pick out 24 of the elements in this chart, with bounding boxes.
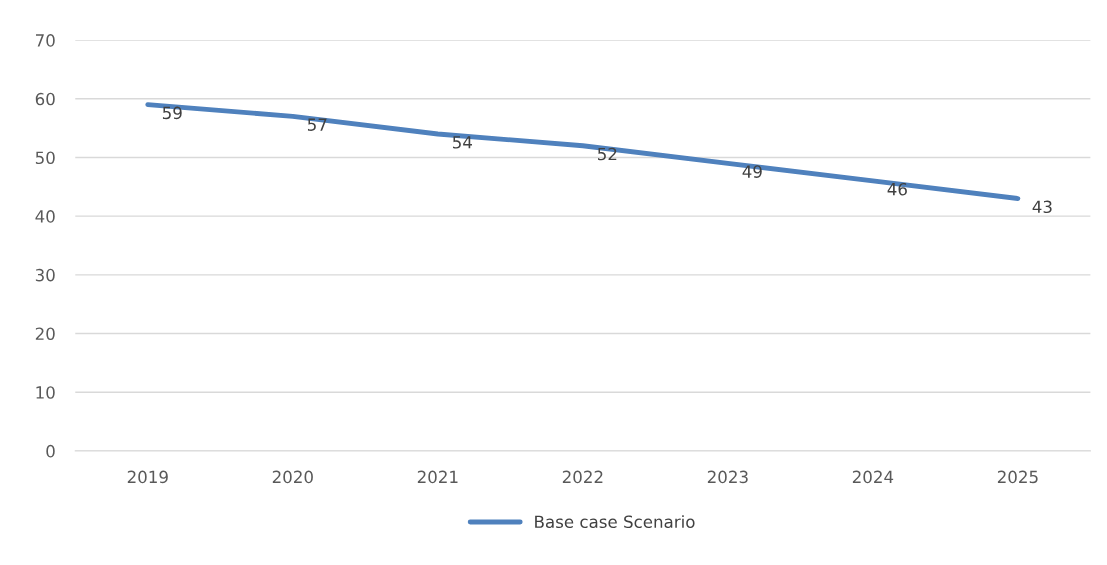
- data-label: 52: [598, 147, 617, 161]
- y-tick-label: 60: [35, 92, 55, 106]
- y-tick-label: 70: [35, 34, 55, 47]
- y-tick-label: 40: [35, 210, 55, 223]
- x-tick-label: 2023: [707, 470, 748, 484]
- legend-label: Base case Scenario: [535, 515, 695, 529]
- x-tick-label: 2024: [852, 470, 894, 484]
- data-label: 43: [1032, 200, 1052, 214]
- y-tick-label: 20: [35, 327, 55, 341]
- x-tick-label: 2025: [997, 470, 1038, 484]
- x-tick-label: 2021: [417, 470, 458, 484]
- y-tick-label: 50: [35, 151, 55, 165]
- data-label: 54: [452, 136, 472, 149]
- data-label: 49: [742, 165, 762, 178]
- x-tick-label: 2022: [562, 470, 603, 484]
- data-label: 59: [162, 106, 182, 120]
- data-label: 57: [307, 118, 327, 131]
- y-tick-label: 0: [46, 444, 55, 458]
- y-tick-label: 10: [36, 386, 55, 399]
- y-tick-label: 30: [35, 268, 55, 282]
- line-series: [145, 102, 1021, 201]
- x-tick-label: 2019: [127, 470, 168, 484]
- data-label: 46: [887, 182, 907, 196]
- x-tick-label: 2020: [272, 470, 313, 484]
